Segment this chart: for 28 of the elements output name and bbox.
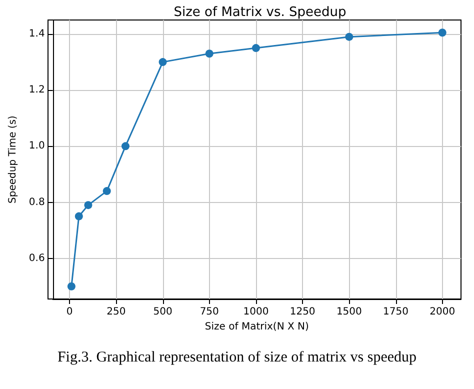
y-tick-label: 1.4 (28, 28, 45, 40)
y-axis-title: Speedup Time (s) (8, 115, 18, 204)
point (158, 58, 167, 66)
x-tick-label: 1250 (290, 306, 316, 318)
x-tick-label: 500 (153, 306, 172, 318)
x-tick-label: 1000 (243, 306, 269, 318)
chart-title: Size of Matrix vs. Speedup (174, 5, 346, 20)
x-tick-label: 250 (106, 306, 126, 318)
y-tick-label: 1.2 (28, 84, 45, 96)
point (122, 142, 130, 150)
x-tick-label: 1500 (336, 306, 362, 318)
x-tick-label: 2000 (430, 306, 456, 318)
x-tick-label: 750 (200, 306, 219, 318)
point (84, 201, 92, 210)
y-tick-label: 0.8 (28, 196, 45, 208)
y-tick-label: 1.0 (28, 140, 45, 152)
point (74, 212, 83, 220)
y-tick-label: 0.6 (28, 252, 45, 264)
point (102, 187, 111, 196)
point (438, 28, 446, 37)
point (205, 50, 214, 58)
point (67, 282, 76, 290)
x-tick-label: 0 (66, 306, 73, 318)
x-tick-label: 1750 (383, 306, 408, 318)
caption: Fig.3. Graphical representation of size of matrix vs speedup (57, 350, 417, 366)
point (345, 32, 354, 41)
x-axis-title: Size of Matrix(N X N) (204, 321, 309, 332)
point (252, 44, 260, 52)
